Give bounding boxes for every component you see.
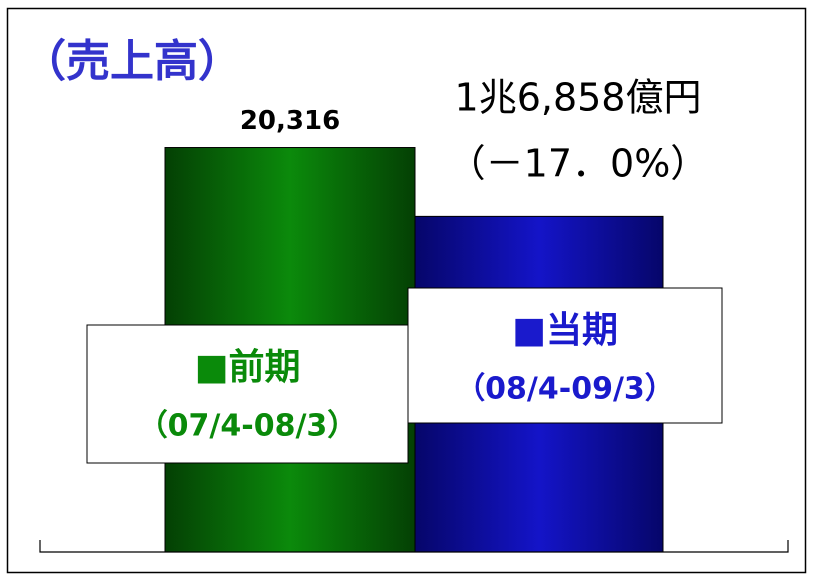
legend-period: （07/4-08/3） [138,409,358,444]
legend-box [407,287,723,424]
legend-label: ■前期 [194,347,300,388]
legend-period: （08/4-09/3） [455,372,675,407]
value-label: 20,316 [240,106,340,136]
chart-title: （売上高） [22,36,242,87]
legend-label: ■当期 [512,310,618,351]
legend-box [86,324,409,464]
annotation: （－17．0%） [448,142,709,186]
baseline [39,540,789,553]
value-label: 1兆6,858億円 [455,76,702,120]
